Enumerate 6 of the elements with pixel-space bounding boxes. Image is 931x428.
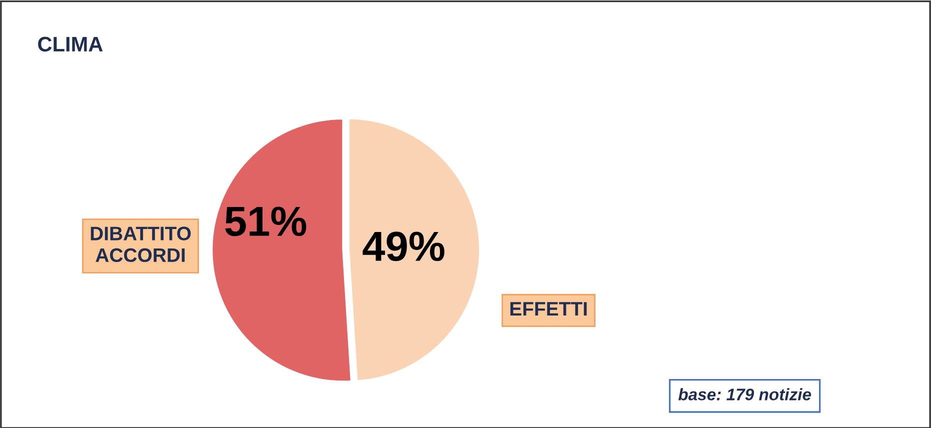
text: base: 179 notizie: [678, 388, 812, 400]
slice-label: DIBATTITO ACCORDI: [90, 226, 191, 262]
data-label: 49%: [362, 232, 444, 262]
chart-title: CLIMA: [38, 36, 103, 52]
slice-label: EFFETTI: [510, 302, 587, 316]
data-label: 51%: [225, 206, 306, 236]
